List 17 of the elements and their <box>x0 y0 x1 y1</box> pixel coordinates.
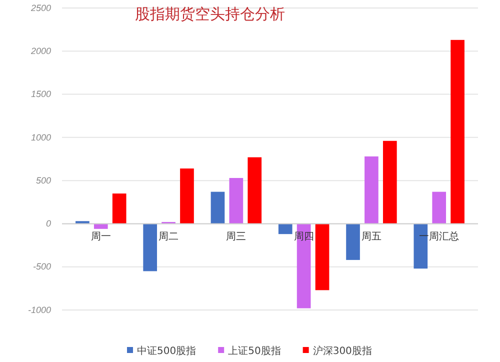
y-tick-label: 500 <box>36 175 51 186</box>
y-tick-label: 2000 <box>30 46 51 56</box>
x-tick-label: 周五 <box>361 232 382 243</box>
chart-title: 股指期货空头持仓分析 <box>135 5 285 23</box>
y-tick-label: -1000 <box>28 304 51 315</box>
y-tick-label: 1000 <box>30 132 51 142</box>
x-tick-label: 周二 <box>158 232 179 243</box>
y-tick-label: 0 <box>46 218 51 229</box>
x-tick-label: 周一 <box>90 232 111 243</box>
x-tick-label: 一周汇总 <box>419 230 460 243</box>
legend-label: 上证50股指 <box>228 345 281 357</box>
legend-label: 沪深300股指 <box>312 345 372 357</box>
y-tick-label: 1500 <box>30 89 51 100</box>
legend-label: 中证500股指 <box>137 345 196 357</box>
x-tick-label: 周三 <box>226 232 246 243</box>
y-tick-label: -500 <box>32 262 51 272</box>
y-tick-label: 2500 <box>30 2 51 13</box>
